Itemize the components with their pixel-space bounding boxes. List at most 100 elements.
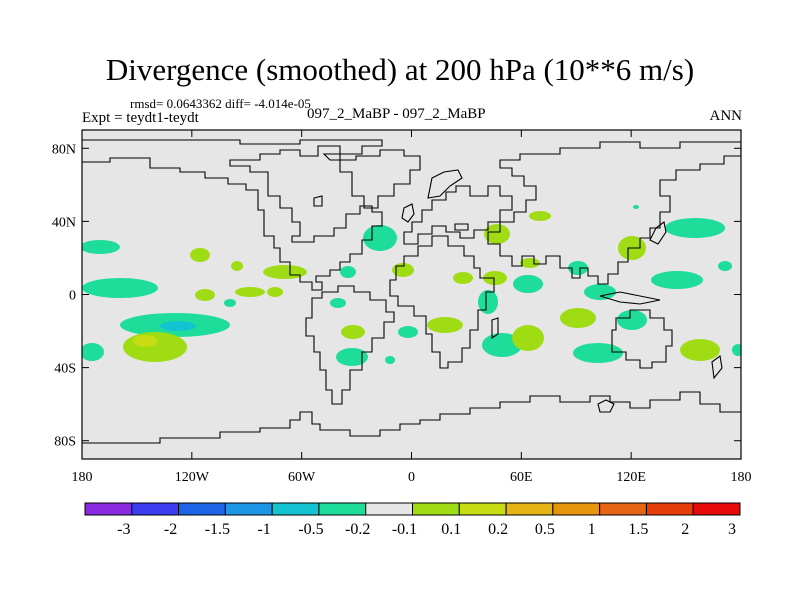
coastline-africa xyxy=(389,235,495,369)
anomaly-blob xyxy=(483,271,507,285)
colorbar-label: 2 xyxy=(681,521,689,538)
map-background xyxy=(82,130,741,459)
y-tick-label: 40N xyxy=(52,215,76,230)
coastline-antarctica xyxy=(82,391,741,444)
coastline-indonesia xyxy=(599,291,661,305)
anomaly-blob xyxy=(573,343,623,363)
difference-label: 097_2_MaBP - 097_2_MaBP xyxy=(307,106,486,122)
colorbar-label: 1 xyxy=(588,521,596,538)
x-tick-label: 0 xyxy=(408,470,415,485)
anomaly-blob xyxy=(82,278,158,298)
colorbar-label: 1.5 xyxy=(628,521,648,538)
anomaly-blob xyxy=(568,261,588,275)
coastline-australia xyxy=(611,309,673,369)
anomaly-blob xyxy=(617,310,647,330)
anomaly-blob xyxy=(584,284,616,300)
x-tick-label: 60W xyxy=(288,470,316,485)
anomaly-blob xyxy=(235,287,265,297)
colorbar-swatch xyxy=(599,502,647,516)
anomaly-blob xyxy=(363,225,397,251)
coastline-madagascar xyxy=(491,317,499,340)
anomaly-blob xyxy=(341,325,365,339)
colorbar-label: -1 xyxy=(257,521,270,538)
x-tick-label: 120W xyxy=(175,470,210,485)
anomaly-blob xyxy=(651,271,703,289)
x-tick-label: 120E xyxy=(616,470,646,485)
stats-label: rmsd= 0.0643362 diff= -4.014e-05 xyxy=(130,96,311,111)
x-tick-label: 60E xyxy=(510,470,533,485)
anomaly-blob xyxy=(482,333,522,357)
y-axis: 80N 40N 0 40S 80S xyxy=(52,142,741,450)
anomaly-blob xyxy=(718,261,732,271)
anomaly-blob xyxy=(633,205,639,209)
colorbar-label: -1.5 xyxy=(205,521,230,538)
anomaly-blob xyxy=(133,335,157,347)
y-tick-label: 80N xyxy=(52,142,76,157)
colorbar-swatch xyxy=(505,502,554,516)
anomaly-blob xyxy=(340,266,356,278)
anomaly-blob xyxy=(224,299,236,307)
coastline-north-america xyxy=(82,139,383,291)
colorbar-swatch xyxy=(224,502,273,516)
colorbar: -3 -2 -1.5 -1 -0.5 -0.2 -0.1 0.1 0.2 0.5 1 1.5 2 3 xyxy=(84,502,741,538)
anomaly-blob xyxy=(560,308,596,328)
colorbar-swatch xyxy=(178,502,226,516)
coastline-island xyxy=(313,195,323,207)
anomaly-blob xyxy=(336,348,368,366)
coastline-europe xyxy=(403,185,513,245)
colorbar-label: -0.5 xyxy=(298,521,323,538)
colorbar-label: 0.1 xyxy=(441,521,461,538)
plot-title: Divergence (smoothed) at 200 hPa (10**6 … xyxy=(105,52,695,87)
coastline-scandinavia xyxy=(427,169,463,199)
y-tick-label: 40S xyxy=(54,362,76,377)
anomaly-blob xyxy=(732,344,741,356)
coastline-asia xyxy=(487,141,741,285)
anomaly-blob xyxy=(665,218,725,238)
anomaly-blob xyxy=(453,272,473,284)
divergence-field xyxy=(82,205,741,366)
coastlines xyxy=(82,139,741,444)
y-tick-label: 0 xyxy=(69,289,76,304)
anomaly-blob xyxy=(680,339,720,361)
colorbar-swatch xyxy=(131,502,180,516)
x-axis: 180 120W 60W 0 60E 120E 180 xyxy=(72,130,752,485)
colorbar-swatch xyxy=(645,502,694,516)
anomaly-blob xyxy=(123,332,187,362)
anomaly-blob xyxy=(398,326,418,338)
colorbar-swatch xyxy=(84,502,133,516)
anomaly-blob xyxy=(392,263,414,277)
coastline-island xyxy=(454,223,469,231)
anomaly-blob xyxy=(82,343,104,361)
anomaly-blob xyxy=(529,211,551,221)
coastline-new-zealand xyxy=(711,355,723,380)
anomaly-blob xyxy=(427,317,463,333)
experiment-label: Expt = teydt1-teydt xyxy=(82,110,199,126)
colorbar-label: -3 xyxy=(117,521,130,538)
colorbar-swatch xyxy=(271,502,320,516)
colorbar-swatch xyxy=(365,502,414,516)
anomaly-blob xyxy=(231,261,243,271)
anomaly-blob xyxy=(160,321,196,331)
colorbar-swatch xyxy=(692,502,741,516)
colorbar-label: -0.1 xyxy=(392,521,417,538)
coastline-island xyxy=(597,399,615,413)
anomaly-blob xyxy=(267,287,283,297)
anomaly-blob xyxy=(478,290,498,314)
y-tick-label: 80S xyxy=(54,435,76,450)
anomaly-blob xyxy=(82,240,120,254)
colorbar-label: -0.2 xyxy=(345,521,370,538)
colorbar-swatch xyxy=(318,502,367,516)
anomaly-blob xyxy=(330,298,346,308)
colorbar-label: 0.5 xyxy=(535,521,555,538)
colorbar-swatch xyxy=(458,502,507,516)
anomaly-blob xyxy=(512,325,544,351)
colorbar-label: 0.2 xyxy=(488,521,508,538)
anomaly-blob xyxy=(513,275,543,293)
colorbar-swatch xyxy=(552,502,601,516)
anomaly-blob xyxy=(385,356,395,364)
coastline-british-isles xyxy=(401,203,415,223)
coastline-greenland xyxy=(322,149,421,209)
anomaly-blob xyxy=(190,248,210,262)
coastline-south-america xyxy=(305,285,395,405)
